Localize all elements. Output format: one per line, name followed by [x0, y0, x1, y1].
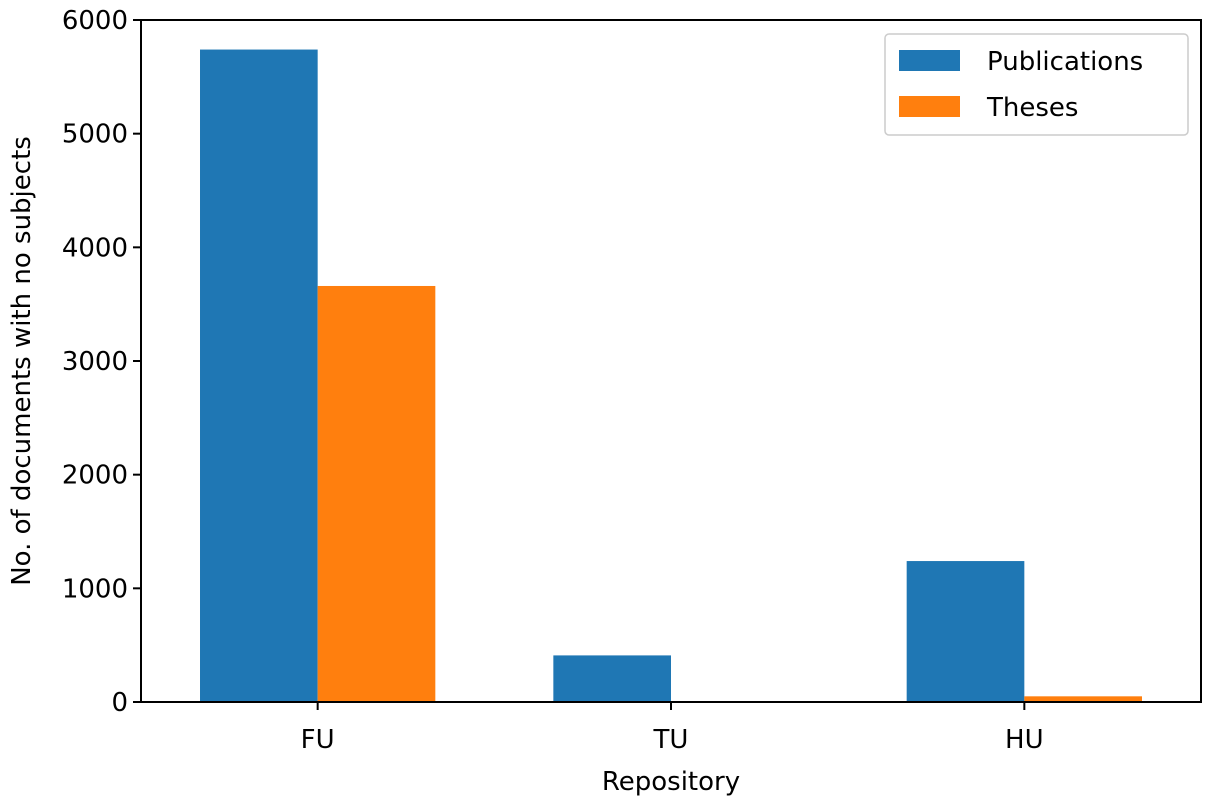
- bars-layer: [200, 49, 1142, 702]
- y-axis: 0 1000 2000 3000 4000 5000 6000: [62, 6, 141, 718]
- x-tick-label-tu: TU: [653, 725, 689, 755]
- x-axis: FU TU HU: [301, 702, 1044, 755]
- legend-swatch-publications: [899, 50, 960, 71]
- y-tick-label: 5000: [62, 120, 128, 150]
- x-tick-label-fu: FU: [301, 725, 335, 755]
- y-axis-title: No. of documents with no subjects: [7, 136, 37, 586]
- y-tick-label: 3000: [62, 347, 128, 377]
- y-tick-label: 4000: [62, 233, 128, 263]
- legend-frame: [884, 33, 1189, 136]
- legend-label-publications: Publications: [987, 47, 1143, 77]
- y-tick-label: 1000: [62, 574, 128, 604]
- y-tick-label: 2000: [62, 461, 128, 491]
- legend-label-theses: Theses: [986, 93, 1078, 123]
- bar-publications-tu: [553, 655, 671, 702]
- bar-publications-fu: [200, 49, 318, 702]
- bar-theses-hu: [1024, 696, 1142, 702]
- y-tick-label: 0: [111, 688, 128, 718]
- y-tick-label: 6000: [62, 6, 128, 36]
- bar-publications-hu: [906, 561, 1025, 702]
- legend: Publications Theses: [884, 33, 1189, 136]
- x-axis-title: Repository: [602, 767, 740, 797]
- bar-theses-fu: [317, 285, 436, 702]
- x-tick-label-hu: HU: [1005, 725, 1044, 755]
- legend-swatch-theses: [899, 96, 960, 117]
